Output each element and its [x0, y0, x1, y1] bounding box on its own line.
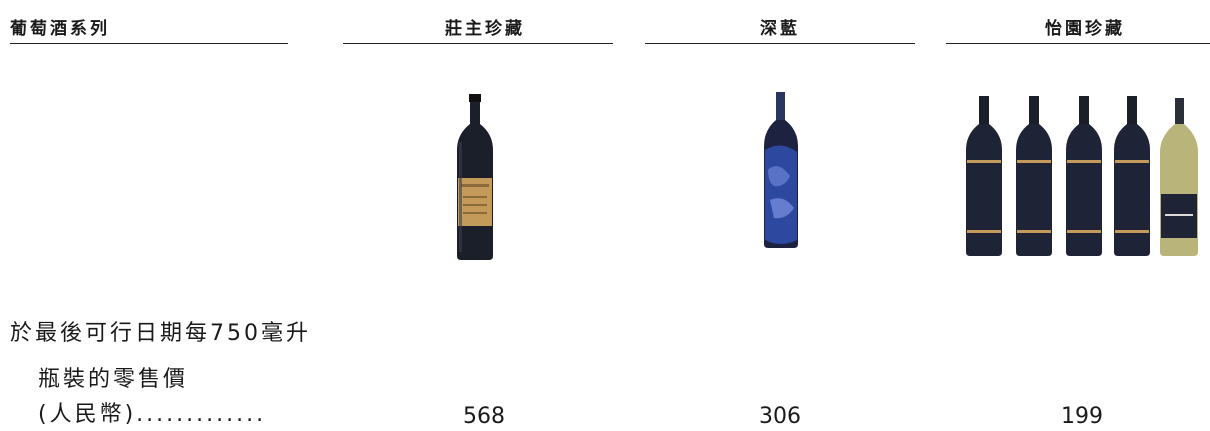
column-header-proprietors-reserve: 莊主珍藏: [445, 19, 525, 39]
grace-reserve-bottles-image: [966, 96, 1198, 256]
header-rule-proprietors-reserve: [343, 43, 613, 44]
deep-blue-bottle-image: [764, 92, 798, 248]
row-label-line1: 於最後可行日期每750毫升: [10, 321, 311, 346]
header-rule-grace-reserve: [946, 43, 1210, 44]
proprietors-reserve-bottle-image: [457, 94, 493, 260]
row-label-line2: 瓶裝的零售價: [38, 367, 189, 392]
row-label-line3: (人民幣).............: [38, 402, 267, 427]
price-grace-reserve: 199: [1061, 404, 1103, 429]
column-header-series: 葡萄酒系列: [10, 19, 110, 39]
price-proprietors-reserve: 568: [463, 404, 505, 429]
header-rule-series: [10, 43, 288, 44]
header-rule-deep-blue: [645, 43, 915, 44]
column-header-grace-reserve: 怡園珍藏: [1045, 19, 1125, 39]
price-deep-blue: 306: [759, 404, 801, 429]
column-header-deep-blue: 深藍: [760, 19, 800, 39]
